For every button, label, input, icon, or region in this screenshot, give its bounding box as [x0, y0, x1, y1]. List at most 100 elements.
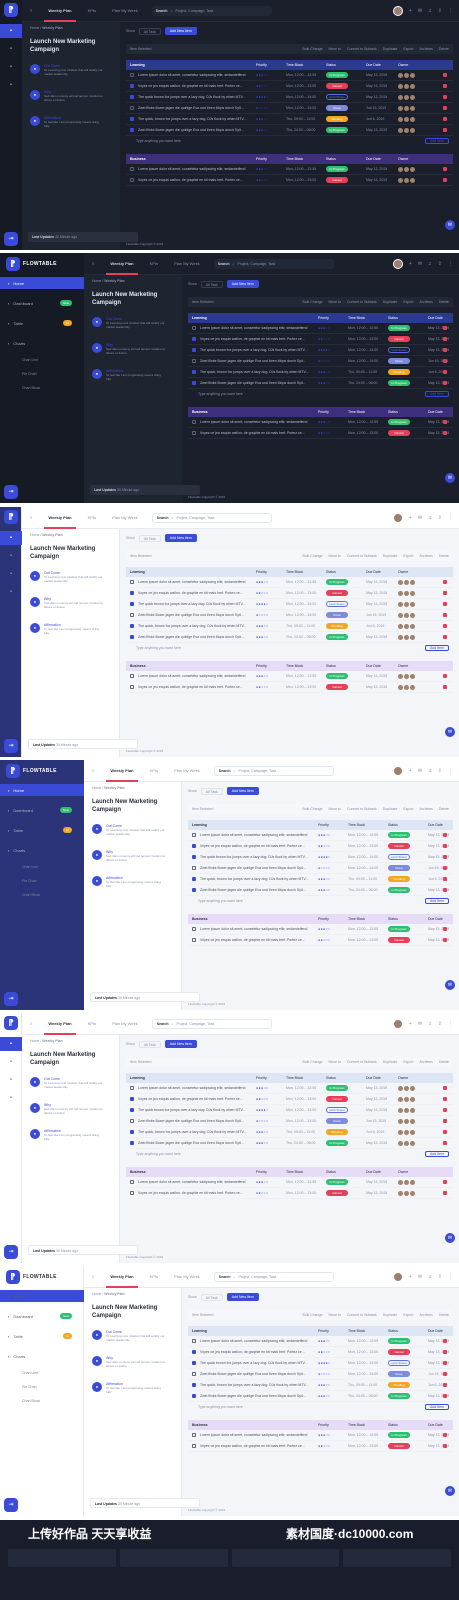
- priority-dots[interactable]: ●●○○○: [318, 844, 331, 848]
- bell-icon[interactable]: ♫: [428, 1020, 432, 1027]
- task-title[interactable]: Zwei flinke Boxer jagen die quirlige Eva…: [200, 866, 306, 870]
- flag-icon[interactable]: [443, 1372, 447, 1376]
- task-title[interactable]: Lorem ipsum dolor sit amet, consetetur s…: [200, 326, 308, 330]
- status-badge[interactable]: Cancel: [388, 1443, 410, 1449]
- row-checkbox[interactable]: [130, 1191, 134, 1195]
- owner-avatars[interactable]: [398, 673, 415, 679]
- logo-icon[interactable]: ⁋: [4, 3, 18, 17]
- priority-dots[interactable]: ●●●○○: [256, 580, 269, 584]
- table-row[interactable]: Voyez ce jeu exquis wallon, de graphie e…: [188, 935, 453, 946]
- tab-weekly-plan[interactable]: Weekly Plan: [102, 253, 141, 275]
- column-header-status[interactable]: Status: [326, 63, 336, 67]
- table-row[interactable]: Lorem ipsum dolor sit amet, consetetur s…: [188, 924, 453, 935]
- status-badge[interactable]: Done: [326, 105, 348, 111]
- row-checkbox[interactable]: [192, 844, 196, 848]
- flag-icon[interactable]: [443, 348, 447, 352]
- task-title[interactable]: Zwei flinke Boxer jagen die quirlige Eva…: [138, 106, 244, 110]
- flag-icon[interactable]: [443, 326, 447, 330]
- add-task-row[interactable]: Type anything you want here Add Item: [126, 643, 453, 653]
- flag-icon[interactable]: [443, 1180, 447, 1184]
- task-title[interactable]: Voyez ce jeu exquis wallon, de graphie e…: [138, 685, 243, 689]
- column-header-priority[interactable]: Priority: [256, 157, 267, 161]
- owner-avatars[interactable]: [398, 177, 415, 183]
- flag-icon[interactable]: [443, 1119, 447, 1123]
- action-archives[interactable]: Archives: [419, 807, 433, 811]
- task-title[interactable]: The quick brown fox jumps over a lazy do…: [138, 1108, 246, 1112]
- task-title[interactable]: Lorem ipsum dolor sit amet, consetetur s…: [138, 73, 246, 77]
- chat-icon[interactable]: ✉: [445, 727, 455, 737]
- share-icon[interactable]: ⇪: [437, 514, 442, 521]
- task-title[interactable]: Voyez ce jeu exquis wallon, de graphie e…: [138, 1191, 243, 1195]
- priority-dots[interactable]: ●●●○○: [256, 635, 269, 639]
- table-row[interactable]: Zwei flinke Boxer jagen die quirlige Eva…: [126, 610, 453, 621]
- task-title[interactable]: Lorem ipsum dolor sit amet, consetetur s…: [138, 580, 246, 584]
- sidebar-item-charts[interactable]: ▪ Charts: [0, 337, 84, 349]
- sidebar-item-dashboard[interactable]: ▪ Dashboard New: [0, 297, 84, 309]
- task-title[interactable]: Zwei flinke Boxer jagen die quirlige Eva…: [200, 888, 306, 892]
- mail-icon[interactable]: ✉: [417, 7, 423, 14]
- column-header-time[interactable]: Time Block: [286, 1076, 304, 1080]
- status-badge[interactable]: Cancel: [388, 843, 410, 849]
- status-badge[interactable]: Hold Status: [388, 347, 410, 353]
- task-title[interactable]: Zwei flinke Boxer jagen die quirlige Eva…: [138, 1141, 244, 1145]
- owner-avatars[interactable]: [398, 634, 415, 640]
- task-title[interactable]: Zwei flinke Boxer jagen die quirlige Eva…: [200, 1394, 306, 1398]
- menu-icon[interactable]: ≡: [30, 7, 33, 13]
- action-archives[interactable]: Archives: [419, 300, 433, 304]
- action-move-to[interactable]: Move to: [328, 1060, 341, 1064]
- priority-dots[interactable]: ●○○○○: [256, 1119, 269, 1123]
- chat-icon[interactable]: ✉: [445, 473, 455, 483]
- flag-icon[interactable]: [443, 95, 447, 99]
- priority-dots[interactable]: ●●○○○: [318, 1444, 331, 1448]
- group-header[interactable]: Business Priority Time Block Status Due Date…: [126, 154, 453, 164]
- column-header-status[interactable]: Status: [326, 1076, 336, 1080]
- column-header-due[interactable]: Due Date: [428, 917, 443, 921]
- sidebar-item-table[interactable]: ▪ Table 10: [0, 317, 84, 329]
- priority-dots[interactable]: ●●●○○: [256, 128, 269, 132]
- brand[interactable]: ⁋ FLOWTABLE: [6, 1270, 57, 1284]
- row-checkbox[interactable]: [130, 591, 134, 595]
- table-row[interactable]: Lorem ipsum dolor sit amet, consetetur s…: [126, 164, 453, 175]
- plus-icon[interactable]: +: [408, 1273, 412, 1280]
- table-row[interactable]: Zwei flinke Boxer jagen die quirlige Eva…: [126, 125, 453, 136]
- sidebar-item-home[interactable]: ▪ Home: [0, 277, 84, 289]
- tab-plan-my-week[interactable]: Plan My Week: [174, 1273, 200, 1279]
- sidebar-item-charts[interactable]: ▪ Charts: [0, 1350, 84, 1362]
- table-row[interactable]: Lorem ipsum dolor sit amet, consetetur s…: [126, 577, 453, 588]
- column-header-priority[interactable]: Priority: [318, 917, 329, 921]
- priority-dots[interactable]: ●○○○○: [318, 359, 331, 363]
- table-icon[interactable]: ▪: [9, 64, 13, 70]
- more-icon[interactable]: ⋮: [448, 767, 453, 774]
- status-badge[interactable]: In Progress: [326, 1085, 348, 1091]
- sidebar-item-table[interactable]: ▪ Table 10: [0, 1330, 84, 1342]
- search-input[interactable]: Search ⌕ Project, Campaign, Task: [213, 765, 334, 776]
- column-header-owner[interactable]: Owner: [398, 63, 409, 67]
- group-header[interactable]: Learning Priority Time Block Status Due Date…: [188, 1326, 453, 1336]
- column-header-priority[interactable]: Priority: [256, 1076, 267, 1080]
- task-title[interactable]: Lorem ipsum dolor sit amet, consetetur s…: [200, 833, 308, 837]
- row-checkbox[interactable]: [130, 95, 134, 99]
- priority-dots[interactable]: ●●●○○: [318, 1433, 331, 1437]
- logout-icon[interactable]: ⇥: [4, 739, 18, 753]
- row-checkbox[interactable]: [130, 178, 134, 182]
- row-checkbox[interactable]: [192, 833, 196, 837]
- priority-dots[interactable]: ●●●○○: [256, 1130, 269, 1134]
- owner-avatars[interactable]: [398, 1190, 415, 1196]
- column-header-due[interactable]: Due Date: [428, 1329, 443, 1333]
- task-title[interactable]: Voyez ce jeu exquis wallon, de graphie e…: [200, 1350, 305, 1354]
- row-checkbox[interactable]: [130, 1086, 134, 1090]
- more-icon[interactable]: ⋮: [448, 1273, 453, 1280]
- action-duplicate[interactable]: Duplicate: [382, 554, 398, 558]
- column-header-time[interactable]: Time Block: [286, 570, 304, 574]
- priority-dots[interactable]: ●●○○○: [318, 938, 331, 942]
- charts-icon[interactable]: ▪: [9, 1095, 13, 1101]
- priority-dots[interactable]: ●●●○○: [318, 927, 331, 931]
- table-icon[interactable]: ▪: [9, 1077, 13, 1083]
- avatar[interactable]: [392, 258, 403, 269]
- row-checkbox[interactable]: [192, 855, 196, 859]
- flag-icon[interactable]: [443, 1350, 447, 1354]
- table-row[interactable]: Voyez ce jeu exquis wallon, de graphie e…: [188, 334, 453, 345]
- sidebar-item-dashboard[interactable]: ▪ Dashboard New: [0, 1310, 84, 1322]
- priority-dots[interactable]: ●●○○○: [256, 178, 269, 182]
- search-input[interactable]: Search ⌕ Project, Campaign, Task: [213, 1271, 334, 1282]
